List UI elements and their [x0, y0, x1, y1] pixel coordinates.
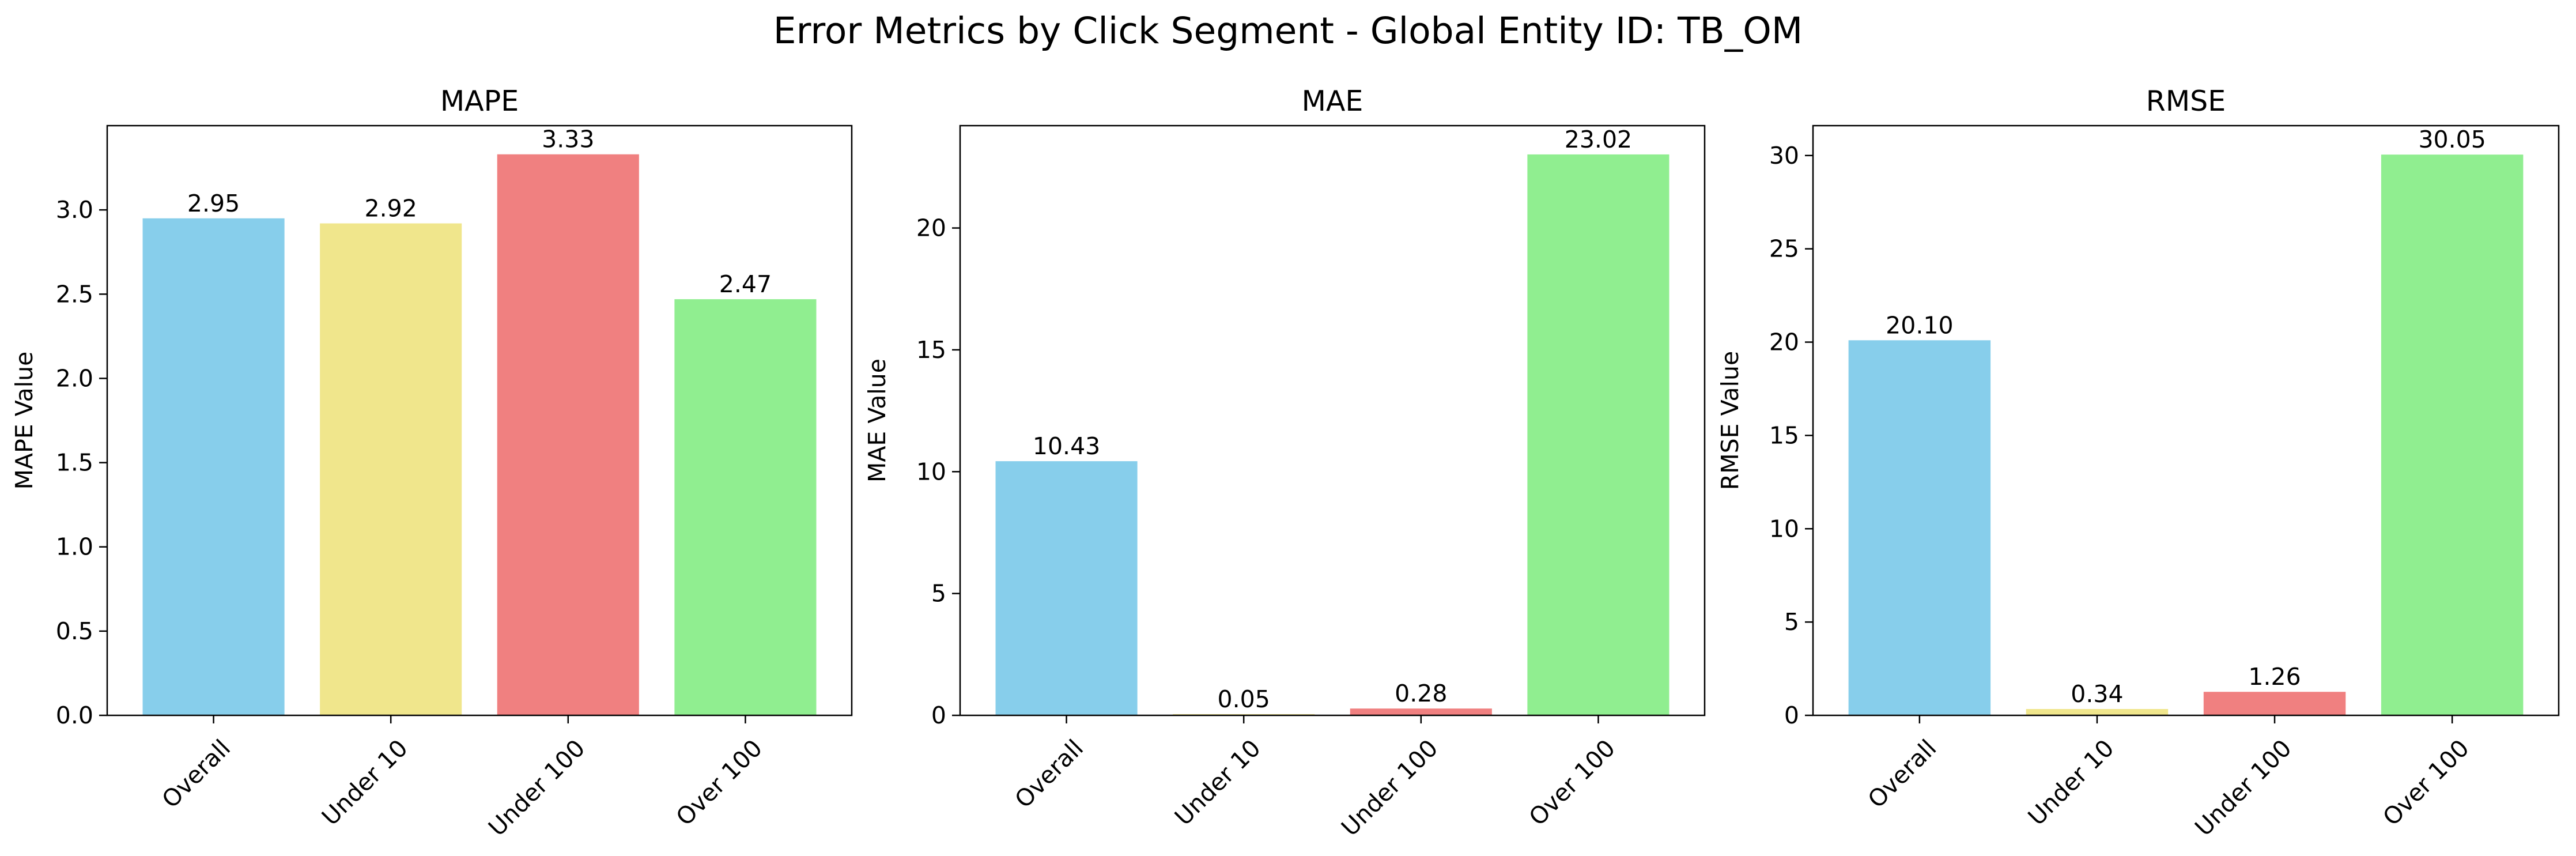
chart-mape-title: MAPE [440, 85, 519, 118]
chart-mae-y-tick-label: 0 [931, 702, 946, 729]
chart-mape-y-tick-label: 1.0 [56, 533, 93, 561]
chart-mape-bar-under-10 [320, 223, 462, 715]
chart-mape-y-tick-label: 0.0 [56, 702, 93, 729]
chart-mape-y-tick-label: 2.0 [56, 364, 93, 392]
chart-mae-x-tick-label: Under 100 [1336, 734, 1443, 842]
chart-rmse-value-label: 30.05 [2418, 126, 2486, 153]
chart-mae-y-tick-label: 5 [931, 580, 946, 608]
chart-mae-y-tick-label: 10 [916, 458, 946, 485]
chart-mae-bar-over-100 [1527, 154, 1670, 715]
chart-mae-value-label: 10.43 [1033, 432, 1100, 460]
chart-mae-y-tick-label: 15 [916, 336, 946, 364]
chart-mape-y-tick-label: 3.0 [56, 196, 93, 224]
chart-mape-value-label: 2.47 [719, 270, 772, 298]
chart-mape-bar-under-100 [497, 154, 639, 715]
chart-mape-y-tick-label: 0.5 [56, 617, 93, 645]
chart-rmse-y-tick-label: 15 [1769, 421, 1799, 449]
chart-mae-value-label: 0.05 [1218, 685, 1270, 713]
chart-rmse-axes-frame [1812, 125, 2560, 717]
chart-rmse-y-axis-label: RMSE Value [1716, 351, 1744, 490]
chart-mae-axes-frame [959, 125, 1706, 717]
chart-mae-value-label: 23.02 [1565, 126, 1632, 153]
figure-title: Error Metrics by Click Segment - Global … [773, 10, 1803, 52]
chart-rmse-y-tick-label: 25 [1769, 235, 1799, 263]
chart-rmse-x-tick-label: Under 10 [2023, 734, 2120, 831]
chart-rmse-panel: 20.10 Overall 0.34 Under 10 1.26 Under 100 30.… [1716, 85, 2560, 842]
chart-mae-x-tick-label: Over 100 [1524, 734, 1621, 831]
chart-mape-x-tick-label: Over 100 [671, 734, 768, 831]
chart-mae-title: MAE [1302, 85, 1363, 118]
chart-rmse-bar-under-100 [2203, 692, 2346, 715]
chart-rmse-bar-overall [1848, 340, 1991, 715]
chart-rmse-y-tick-label: 30 [1769, 142, 1799, 169]
chart-rmse-bar-over-100 [2381, 154, 2524, 715]
chart-mape-y-axis-label: MAPE Value [10, 352, 38, 490]
chart-rmse-y-tick-label: 5 [1784, 608, 1799, 636]
chart-rmse-y-tick-label: 10 [1769, 515, 1799, 542]
chart-mape-x-tick-label: Overall [157, 734, 236, 814]
chart-mape-value-label: 2.92 [365, 195, 417, 223]
chart-rmse-bar-under-10 [2026, 708, 2169, 715]
chart-mae-value-label: 0.28 [1395, 680, 1447, 707]
chart-rmse-value-label: 0.34 [2071, 680, 2123, 708]
chart-mae-y-axis-label: MAE Value [863, 359, 891, 482]
chart-mape-x-tick-label: Under 10 [316, 734, 413, 831]
chart-mape-bar-overall [142, 218, 285, 715]
chart-rmse-title: RMSE [2146, 85, 2226, 118]
chart-mape-y-tick-label: 1.5 [56, 449, 93, 477]
chart-mae-x-tick-label: Overall [1010, 734, 1089, 814]
chart-mae-bar-overall [995, 461, 1138, 715]
chart-mae-x-tick-label: Under 10 [1169, 734, 1266, 831]
chart-rmse-x-tick-label: Under 100 [2189, 734, 2297, 842]
chart-rmse-x-tick-label: Overall [1863, 734, 1942, 814]
chart-mape-value-label: 3.33 [542, 126, 594, 153]
chart-mape-panel: 2.95 Overall 2.92 Under 10 3.33 Under 100 2.47… [10, 85, 853, 842]
chart-rmse-value-label: 1.26 [2248, 663, 2301, 691]
chart-mae-panel: 10.43 Overall 0.05 Under 10 0.28 Under 100 23.… [863, 85, 1706, 842]
chart-mape-y-tick-label: 2.5 [56, 280, 93, 308]
chart-mape-x-tick-label: Under 100 [483, 734, 590, 842]
chart-rmse-x-tick-label: Over 100 [2377, 734, 2474, 831]
chart-mape-bar-over-100 [674, 299, 817, 715]
chart-mape-value-label: 2.95 [187, 190, 240, 217]
chart-rmse-y-tick-label: 20 [1769, 329, 1799, 356]
chart-mae-y-tick-label: 20 [916, 214, 946, 242]
chart-rmse-value-label: 20.10 [1886, 311, 1953, 339]
chart-rmse-y-tick-label: 0 [1784, 702, 1799, 729]
chart-mae-bar-under-100 [1350, 708, 1492, 715]
chart-mape-axes-frame [106, 125, 853, 717]
